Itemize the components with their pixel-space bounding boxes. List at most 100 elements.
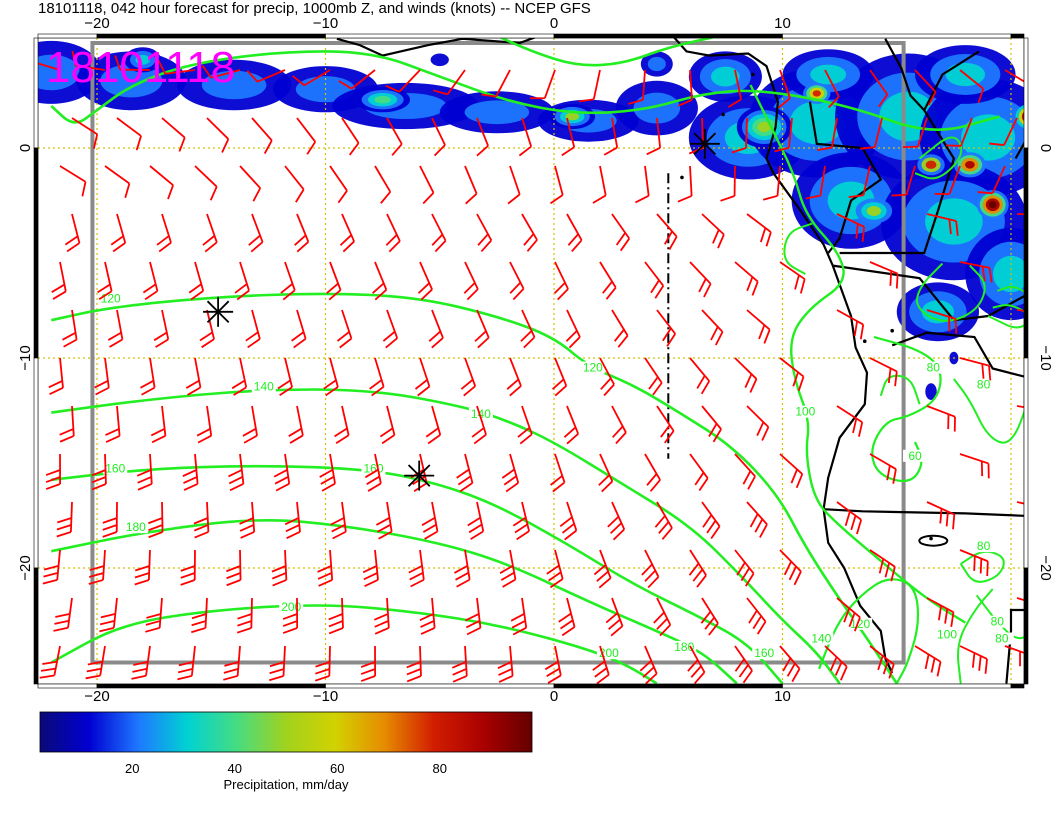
wind-barb xyxy=(824,645,848,681)
wind-barb xyxy=(499,549,517,588)
lat-tick-label-left: −10 xyxy=(17,345,34,370)
wind-barb xyxy=(116,117,142,151)
wind-barb xyxy=(734,645,753,684)
wind-barb xyxy=(926,213,959,236)
lat-tick-label-right: −10 xyxy=(1037,345,1054,370)
wind-barb xyxy=(677,69,693,107)
wind-barb xyxy=(1016,597,1024,608)
coastline xyxy=(891,331,1024,378)
wind-barb xyxy=(762,165,781,201)
wind-barb xyxy=(248,213,264,253)
wind-barb xyxy=(102,501,118,538)
wind-barb xyxy=(700,597,719,636)
wind-barb xyxy=(431,213,447,253)
island xyxy=(750,72,755,77)
wind-barb xyxy=(1016,309,1024,314)
wind-barb xyxy=(239,501,256,539)
wind-barb xyxy=(375,501,393,540)
wind-barb xyxy=(656,309,676,347)
wind-barb xyxy=(185,357,202,396)
wind-barb xyxy=(903,117,928,149)
contour-label: 120 xyxy=(583,361,603,375)
wind-barb xyxy=(99,597,118,633)
edge-scale-bar xyxy=(33,567,39,685)
wind-barb xyxy=(104,165,131,199)
wind-barb xyxy=(142,261,159,301)
wind-barb xyxy=(605,597,624,637)
wind-barb xyxy=(317,549,334,587)
contour-label-bg xyxy=(971,378,996,391)
wind-barb xyxy=(277,357,293,397)
wind-barb xyxy=(512,501,530,541)
wind-barb xyxy=(734,549,755,587)
wind-barb xyxy=(56,501,73,538)
precip-cell xyxy=(925,383,937,400)
lat-tick-label-left: 0 xyxy=(17,144,34,152)
contour-line xyxy=(871,335,942,483)
wind-barb xyxy=(549,165,564,205)
wind-barb xyxy=(105,405,121,443)
precip-cell xyxy=(1021,111,1024,122)
wind-barb xyxy=(688,549,707,588)
wind-barb xyxy=(339,213,355,253)
wind-barb xyxy=(97,261,113,300)
contour-line xyxy=(992,304,1024,313)
contour-label-bg xyxy=(921,361,946,374)
lon-tick-label-bottom: −10 xyxy=(313,688,338,705)
wind-barb xyxy=(329,165,348,204)
wind-barb xyxy=(88,549,106,585)
wind-barb xyxy=(362,549,379,588)
wind-barb xyxy=(385,213,401,253)
lon-tick-label-top: −20 xyxy=(84,15,109,32)
wind-barb xyxy=(314,645,331,682)
wind-barb xyxy=(414,357,431,397)
wind-barb xyxy=(157,60,196,75)
colorbar-tick-label: 80 xyxy=(433,761,447,776)
wind-barb xyxy=(779,357,805,391)
wind-barb xyxy=(689,357,711,395)
wind-barb xyxy=(134,549,151,586)
date-stamp: 18101118 xyxy=(46,43,235,92)
wind-barb xyxy=(656,213,678,251)
wind-barb xyxy=(223,645,241,681)
contour-label: 60 xyxy=(908,449,922,463)
edge-scale-bar xyxy=(33,37,39,149)
wind-barb xyxy=(273,453,291,492)
colorbar-tick-label: 20 xyxy=(125,761,139,776)
wind-barb xyxy=(565,309,581,349)
wind-barb xyxy=(251,117,273,154)
contour-label-bg xyxy=(580,361,605,374)
contour-line xyxy=(50,50,1000,131)
precip-cell xyxy=(812,90,821,97)
contour-label-bg xyxy=(251,380,276,393)
lon-tick-label-bottom: 10 xyxy=(774,688,791,705)
wind-barb xyxy=(467,501,485,540)
edge-scale-bar xyxy=(33,147,39,359)
pressure-center-marker xyxy=(404,460,435,491)
wind-barb xyxy=(746,309,771,344)
wind-barb xyxy=(546,549,564,589)
wind-barb xyxy=(282,597,299,634)
wind-barb xyxy=(236,597,253,634)
lon-tick-label-top: 10 xyxy=(774,15,791,32)
wind-barb xyxy=(194,165,218,201)
wind-barb xyxy=(563,405,580,445)
wind-barb xyxy=(848,165,871,198)
wind-barb xyxy=(242,405,258,444)
wind-barb xyxy=(926,309,958,334)
wind-barb xyxy=(644,453,661,492)
wind-barb xyxy=(199,309,215,349)
wind-barb xyxy=(959,549,989,577)
contour-label-bg xyxy=(989,632,1014,645)
wind-barb xyxy=(59,165,87,197)
wind-barb xyxy=(182,453,199,491)
edge-scale-bar xyxy=(96,33,326,39)
wind-barb xyxy=(39,645,61,679)
wind-barb xyxy=(746,213,772,247)
wind-barb xyxy=(145,597,163,633)
wind-barb xyxy=(406,645,422,683)
edge-scale-bar xyxy=(33,357,39,569)
wind-barb xyxy=(510,597,528,636)
wind-barb xyxy=(977,165,1006,195)
